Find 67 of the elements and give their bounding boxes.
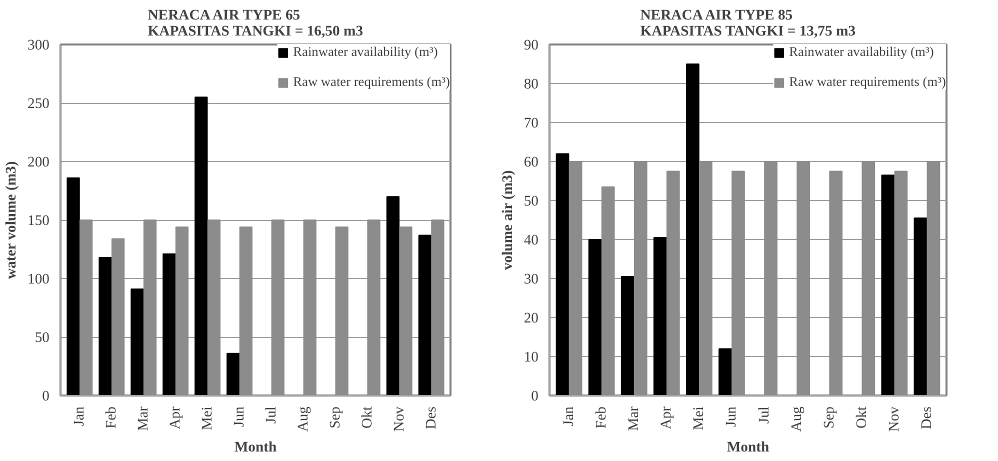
bar: [98, 256, 112, 396]
y-tick-label: 50: [34, 330, 50, 346]
x-tick-label: Mei: [200, 406, 216, 430]
bar: [130, 288, 144, 396]
x-tick-label: Des: [918, 406, 935, 430]
bar: [718, 348, 732, 396]
chart-title: NERACA AIR TYPE 85 KAPASITAS TANGKI = 13,75 m3: [640, 8, 856, 40]
y-axis-title: volume air (m3): [500, 170, 516, 270]
y-tick-label: 250: [28, 96, 50, 112]
y-tick-label: 30: [524, 272, 538, 288]
bar: [914, 218, 928, 396]
y-axis-title: water volume (m3): [4, 161, 20, 280]
bar: [162, 253, 176, 396]
x-tick-label: Feb: [594, 406, 610, 428]
y-tick-label: 0: [531, 388, 538, 404]
bar: [556, 153, 570, 396]
y-tick-label: 50: [524, 194, 538, 210]
y-tick-label: 70: [524, 116, 538, 132]
y-tick-label: 200: [28, 154, 50, 170]
x-tick-label: Aug: [295, 406, 312, 432]
y-tick-label: 90: [524, 38, 538, 54]
bar: [418, 234, 432, 396]
bar: [620, 276, 634, 396]
x-tick-label: Mar: [626, 406, 642, 431]
x-tick-label: Apr: [658, 406, 675, 430]
bar: [881, 174, 895, 396]
x-tick-label: Mar: [136, 406, 152, 431]
x-tick-label: Mei: [691, 406, 708, 430]
x-axis-title: Month: [234, 440, 277, 456]
x-tick-label: Okt: [854, 406, 870, 428]
x-tick-label: Jun: [724, 406, 740, 427]
bar: [588, 239, 602, 396]
bar: [226, 352, 240, 396]
y-tick-label: 100: [28, 272, 50, 288]
y-tick-label: 150: [28, 213, 50, 229]
x-tick-label: Des: [423, 406, 440, 430]
legend-label: Rainwater availability (m³): [293, 44, 438, 60]
x-tick-label: Jul: [756, 406, 772, 424]
x-tick-label: Jul: [263, 406, 280, 424]
y-tick-label: 300: [28, 38, 50, 54]
x-tick-label: Nov: [391, 406, 408, 432]
legend-label: Rainwater availability (m³): [789, 44, 934, 60]
bar: [686, 64, 700, 396]
x-tick-label: Apr: [168, 406, 184, 430]
y-tick-label: 10: [524, 350, 538, 366]
y-tick-label: 60: [524, 154, 538, 170]
y-tick-label: 40: [524, 232, 538, 248]
x-axis-title: Month: [726, 440, 770, 456]
bar: [386, 196, 400, 396]
y-tick-label: 20: [524, 310, 538, 326]
x-tick-label: Sep: [327, 406, 344, 428]
y-tick-label: 80: [524, 76, 538, 92]
legend-label: Raw water requirements (m³): [293, 74, 450, 90]
y-tick-label: 0: [42, 388, 50, 404]
bar: [66, 177, 80, 396]
x-tick-label: Feb: [104, 406, 120, 428]
chart-title: NERACA AIR TYPE 65 KAPASITAS TANGKI = 16,50 m3: [148, 8, 364, 40]
legend-label: Raw water requirements (m³): [789, 74, 946, 90]
x-tick-label: Sep: [821, 406, 838, 428]
x-tick-label: Jan: [72, 406, 88, 426]
x-tick-label: Okt: [359, 406, 376, 428]
bar: [194, 96, 208, 396]
x-tick-label: Jan: [561, 406, 578, 426]
x-tick-label: Nov: [886, 406, 902, 432]
x-tick-label: Jun: [232, 406, 248, 427]
x-tick-label: Aug: [788, 406, 805, 432]
bar: [653, 237, 667, 396]
